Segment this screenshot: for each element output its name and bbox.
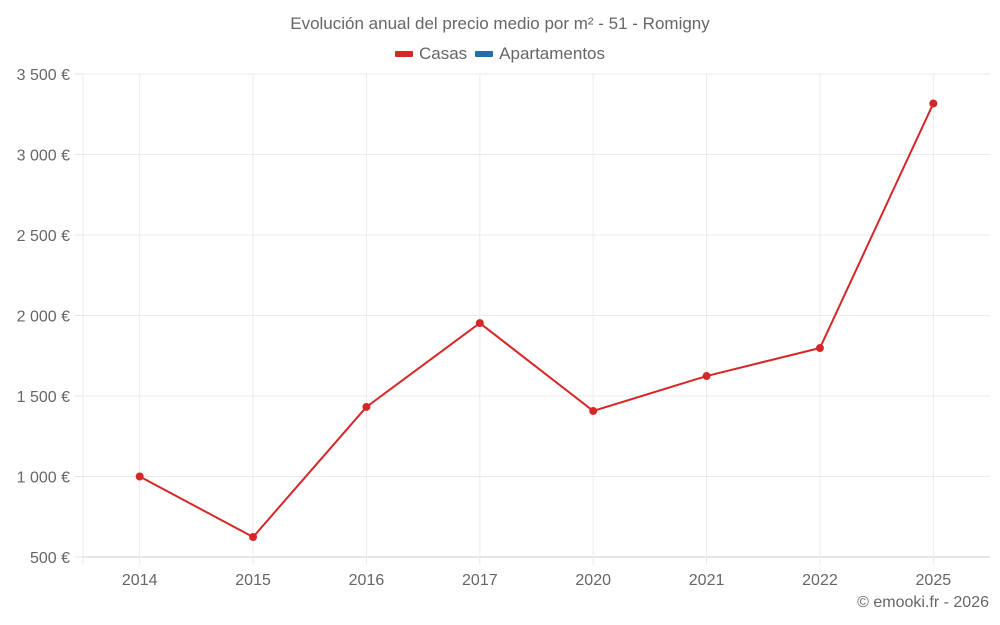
x-tick-label: 2015 (235, 572, 271, 589)
legend-label-casas: Casas (418, 44, 468, 63)
x-tick-label: 2021 (689, 572, 725, 589)
data-point[interactable] (589, 406, 598, 415)
data-point[interactable] (135, 472, 144, 481)
x-tick-label: 2022 (802, 572, 838, 589)
legend: Casas Apartamentos (0, 44, 1000, 64)
legend-label-apartamentos: Apartamentos (499, 44, 606, 63)
y-tick-label: 500 € (30, 550, 70, 567)
x-tick-label: 2014 (122, 572, 158, 589)
chart-title: Evolución anual del precio medio por m² … (290, 14, 710, 33)
x-tick-label: 2025 (916, 572, 952, 589)
apartamentos-swatch-icon (475, 51, 494, 57)
data-point[interactable] (702, 372, 711, 381)
legend-item-casas[interactable]: Casas (394, 44, 468, 64)
legend-item-apartamentos[interactable]: Apartamentos (475, 44, 605, 64)
y-tick-label: 1 500 € (17, 389, 70, 406)
x-tick-label: 2017 (462, 572, 498, 589)
y-tick-label: 1 000 € (17, 470, 70, 487)
y-tick-label: 2 000 € (17, 309, 70, 326)
y-tick-label: 3 500 € (17, 67, 70, 84)
data-point[interactable] (815, 344, 824, 353)
data-point[interactable] (362, 402, 371, 411)
credit-text: © emooki.fr - 2026 (857, 594, 989, 611)
casas-swatch-icon (394, 51, 413, 57)
data-point[interactable] (249, 533, 258, 542)
x-tick-label: 2020 (575, 572, 611, 589)
data-point[interactable] (475, 319, 484, 328)
data-point[interactable] (929, 99, 938, 108)
series-line-casas (139, 103, 935, 539)
y-tick-label: 2 500 € (17, 228, 70, 245)
x-tick-label: 2016 (349, 572, 385, 589)
y-tick-label: 3 000 € (17, 148, 70, 165)
